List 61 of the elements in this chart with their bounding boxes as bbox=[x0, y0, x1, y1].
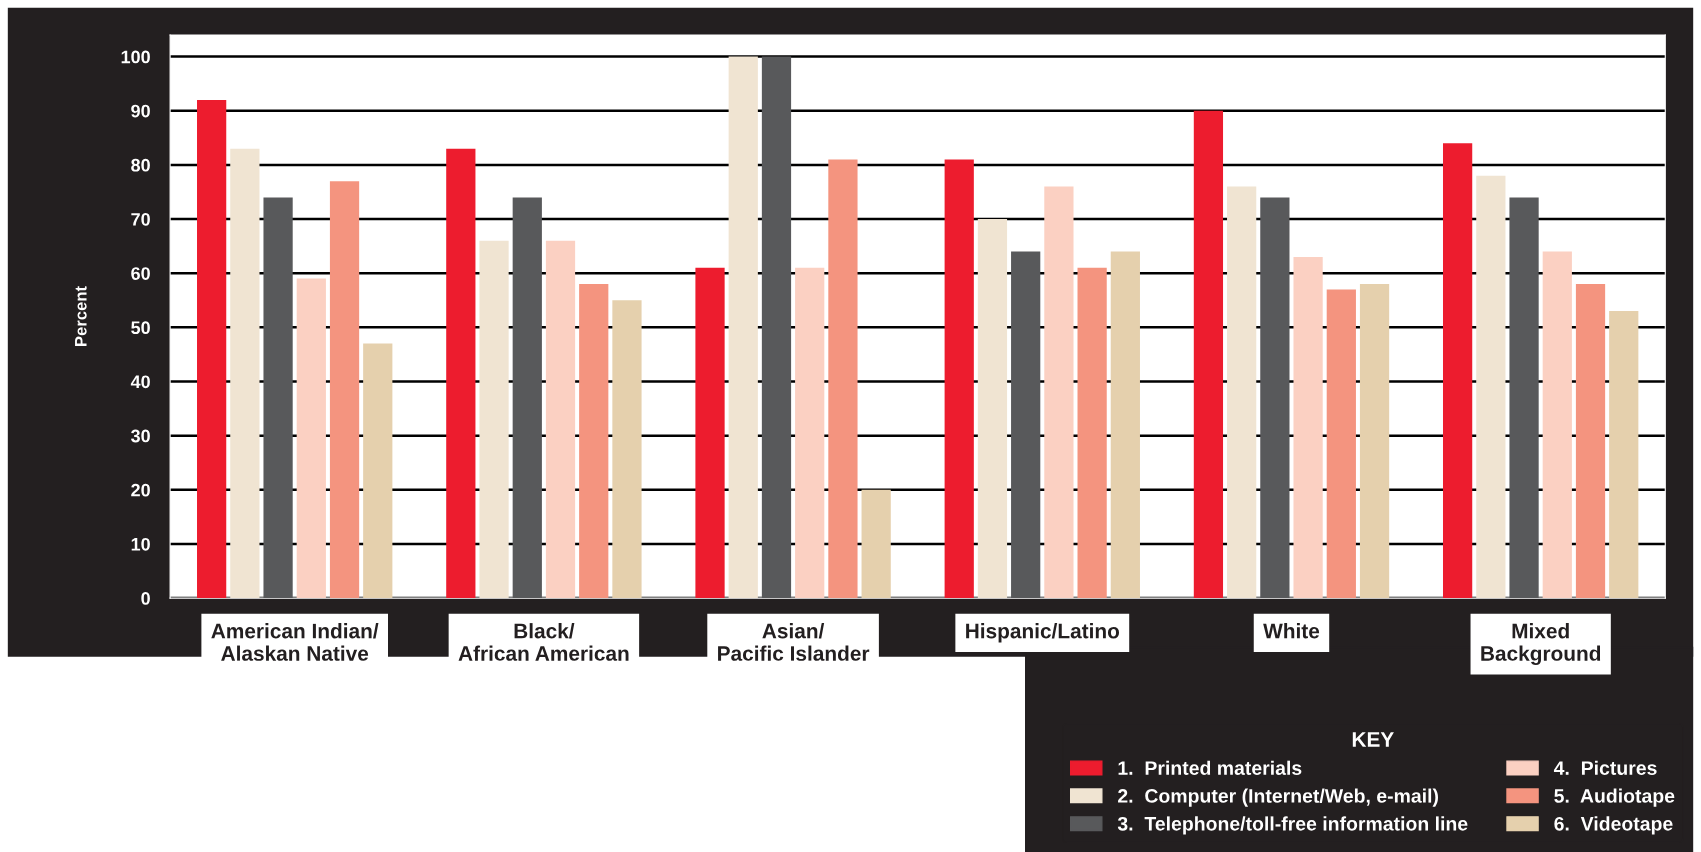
y-tick-label: 20 bbox=[131, 483, 150, 497]
bar bbox=[1110, 251, 1140, 599]
x-tick-label: Black/ African American bbox=[458, 623, 629, 661]
y-tick-label: 40 bbox=[130, 375, 150, 389]
bar bbox=[1293, 256, 1323, 599]
bar bbox=[1509, 197, 1539, 599]
y-axis-title: Percent bbox=[75, 286, 87, 346]
y-tick-label: 100 bbox=[121, 50, 150, 64]
y-tick-label: 60 bbox=[131, 267, 150, 280]
bar bbox=[728, 56, 758, 599]
x-tick-label: Hispanic/Latino bbox=[966, 623, 1120, 643]
legend-title: KEY bbox=[1352, 732, 1394, 747]
bar bbox=[1077, 267, 1107, 599]
bar bbox=[828, 159, 858, 599]
bar bbox=[795, 267, 825, 599]
bar bbox=[1443, 143, 1473, 599]
bar bbox=[695, 267, 725, 599]
bar bbox=[296, 278, 326, 599]
bar bbox=[329, 181, 360, 599]
y-tick-label: 50 bbox=[131, 321, 150, 335]
y-tick-label: 80 bbox=[131, 158, 150, 172]
bar bbox=[1575, 284, 1606, 599]
bar bbox=[479, 240, 509, 599]
bar bbox=[977, 219, 1008, 599]
bar bbox=[944, 159, 974, 599]
bar bbox=[545, 240, 576, 599]
y-tick-label: 0 bbox=[141, 592, 150, 605]
bar bbox=[512, 197, 542, 599]
bar bbox=[1044, 186, 1074, 599]
bar bbox=[1193, 110, 1224, 599]
legend-label: 5. Audiotape bbox=[1554, 788, 1675, 807]
bar bbox=[1609, 311, 1639, 599]
bar bbox=[1476, 175, 1506, 599]
legend-label: 4. Pictures bbox=[1553, 760, 1657, 775]
x-tick-label: Asian/ Pacific Islander bbox=[718, 623, 870, 661]
bar bbox=[1542, 251, 1572, 599]
bar bbox=[363, 343, 393, 599]
bar bbox=[1227, 186, 1257, 599]
bar bbox=[1011, 251, 1041, 599]
bar bbox=[861, 489, 891, 599]
bar bbox=[761, 56, 792, 599]
bar bbox=[1260, 197, 1290, 599]
legend-label: 1. Printed materials bbox=[1118, 760, 1302, 775]
bar bbox=[579, 284, 609, 599]
x-tick-label: White bbox=[1263, 623, 1320, 639]
x-tick-label: American Indian/ Alaskan Native bbox=[211, 623, 379, 661]
y-tick-label: 70 bbox=[131, 212, 150, 226]
bar bbox=[1359, 284, 1390, 599]
bar bbox=[263, 197, 293, 599]
y-tick-label: 30 bbox=[130, 429, 150, 443]
bar bbox=[230, 148, 260, 599]
bar bbox=[197, 99, 227, 599]
y-tick-label: 90 bbox=[131, 104, 150, 118]
legend-label: 2. Computer (Internet/Web, e-mail) bbox=[1118, 788, 1438, 807]
x-tick-label: Mixed Background bbox=[1481, 623, 1601, 666]
legend-label: 6. Videotape bbox=[1554, 816, 1673, 835]
bar bbox=[612, 300, 642, 599]
legend-label: 3. Telephone/toll-free information line bbox=[1117, 816, 1468, 835]
bar bbox=[1326, 289, 1356, 599]
y-tick-label: 10 bbox=[131, 537, 150, 551]
bar bbox=[446, 148, 476, 599]
